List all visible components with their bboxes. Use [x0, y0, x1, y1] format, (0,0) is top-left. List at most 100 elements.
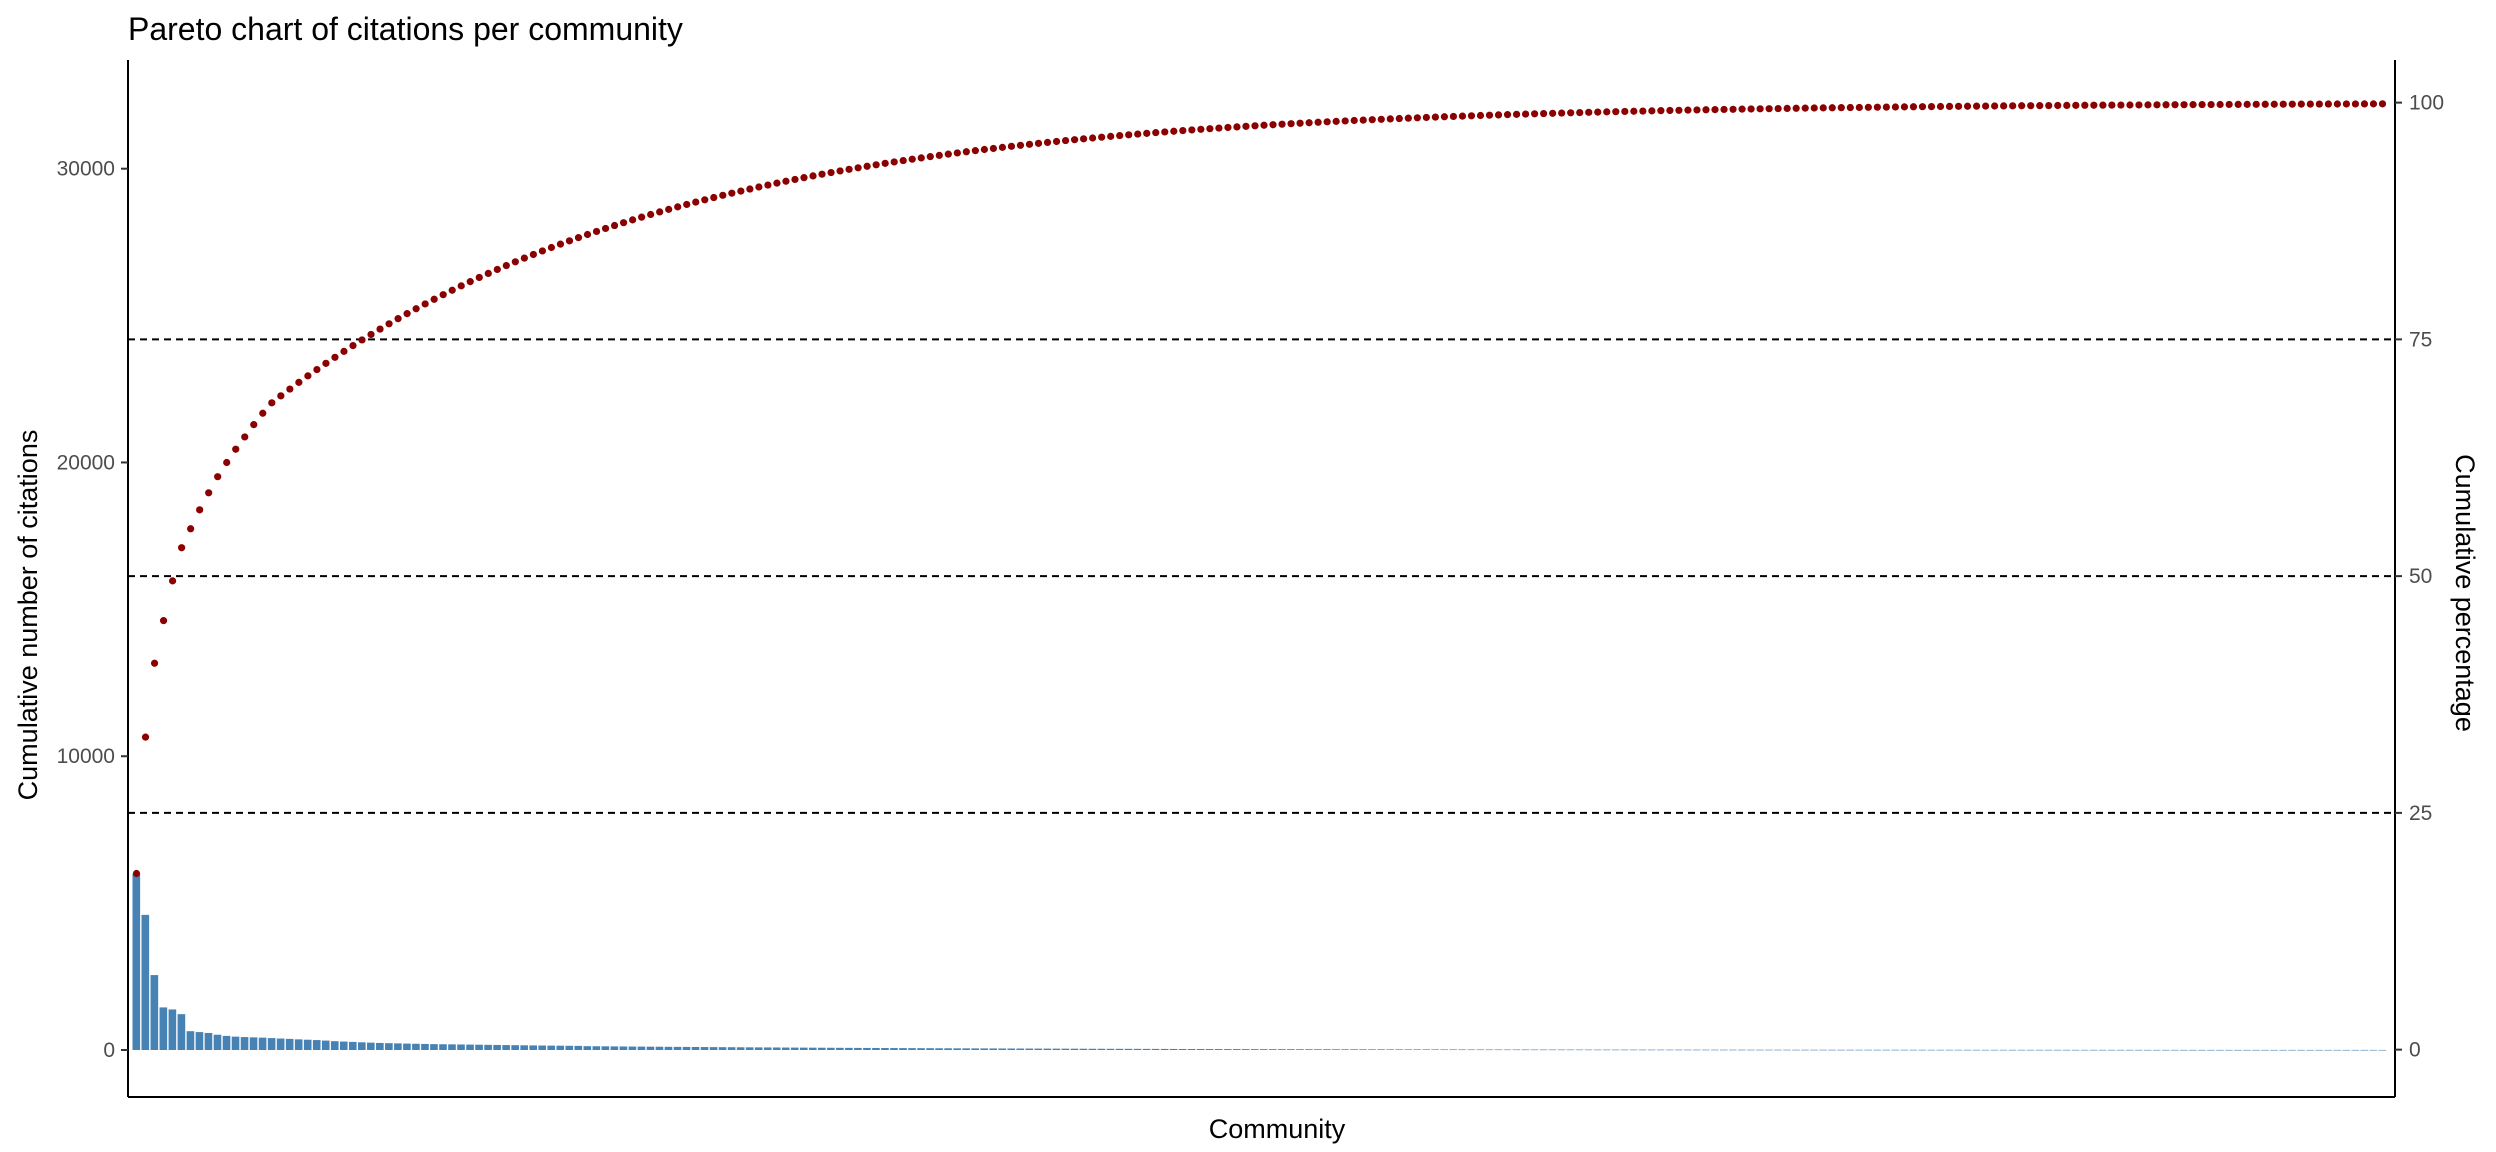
community-bar — [1711, 1049, 1719, 1051]
community-bar — [881, 1048, 889, 1050]
community-bar — [556, 1045, 565, 1050]
community-bar — [1674, 1049, 1683, 1051]
community-bar — [466, 1044, 474, 1050]
community-bar — [2306, 1049, 2314, 1051]
cumulative-point — [1089, 134, 1097, 142]
community-bar — [998, 1048, 1007, 1050]
community-bar — [1774, 1049, 1782, 1051]
community-bar — [2008, 1049, 2017, 1051]
community-bar — [700, 1047, 709, 1050]
community-bar — [2198, 1049, 2206, 1051]
community-bar — [583, 1046, 592, 1050]
community-bar — [412, 1043, 420, 1050]
cumulative-point — [1666, 106, 1674, 115]
cumulative-point — [1395, 114, 1403, 123]
cumulative-point — [1873, 103, 1881, 111]
community-bar — [1765, 1049, 1773, 1051]
cumulative-point — [1882, 103, 1890, 111]
cumulative-point — [1386, 115, 1394, 123]
community-bar — [1115, 1048, 1124, 1050]
cumulative-point — [1043, 138, 1052, 146]
community-bar — [1521, 1049, 1530, 1051]
cumulative-point — [475, 273, 483, 282]
cumulative-point — [1774, 104, 1782, 113]
cumulative-point — [511, 258, 519, 266]
cumulative-point — [412, 305, 420, 313]
cumulative-point — [1909, 103, 1918, 111]
community-bar — [980, 1048, 988, 1050]
community-bar — [358, 1042, 366, 1050]
community-bar — [339, 1041, 348, 1050]
community-bar — [1593, 1049, 1602, 1051]
cumulative-point — [2234, 100, 2242, 109]
cumulative-point — [1828, 104, 1836, 112]
cumulative-point — [159, 617, 168, 625]
cumulative-point — [1332, 117, 1340, 125]
community-bar — [1196, 1049, 1205, 1050]
cumulative-point — [1991, 102, 1999, 110]
community-bar — [1972, 1049, 1981, 1051]
community-bar — [2261, 1049, 2269, 1051]
cumulative-point — [1278, 120, 1286, 128]
cumulative-point — [1359, 116, 1367, 124]
cumulative-point — [1206, 125, 1214, 133]
community-bar — [2062, 1049, 2071, 1051]
cumulative-point — [710, 193, 718, 202]
cumulative-point — [2252, 100, 2260, 108]
cumulative-point — [1458, 112, 1467, 120]
community-bar — [836, 1047, 844, 1050]
community-bar — [2270, 1049, 2278, 1051]
cumulative-point — [1810, 104, 1818, 112]
community-bar — [186, 1031, 195, 1050]
community-bar — [1882, 1049, 1890, 1051]
community-bar — [1440, 1049, 1449, 1051]
community-bar — [1801, 1049, 1809, 1051]
cumulative-point — [1404, 114, 1412, 122]
community-bar — [1404, 1049, 1412, 1050]
cumulative-point — [2009, 102, 2017, 110]
community-bar — [150, 975, 159, 1050]
cumulative-point — [2342, 100, 2351, 108]
cumulative-point — [674, 203, 682, 211]
cumulative-point — [2315, 100, 2323, 108]
cumulative-point — [1233, 123, 1241, 131]
cumulative-point — [583, 230, 592, 239]
community-bar — [736, 1047, 745, 1050]
community-bar — [493, 1044, 501, 1050]
cumulative-point — [187, 525, 195, 533]
community-bar — [1602, 1049, 1611, 1051]
cumulative-point — [304, 372, 312, 380]
cumulative-point — [1972, 102, 1981, 110]
cumulative-point — [2144, 101, 2152, 109]
cumulative-point — [1034, 139, 1043, 147]
community-bar — [1314, 1049, 1322, 1050]
community-bar — [1846, 1049, 1854, 1051]
cumulative-point — [1440, 113, 1449, 121]
cumulative-point — [1260, 121, 1268, 129]
community-bar — [2098, 1049, 2107, 1051]
community-bar — [845, 1047, 853, 1050]
cumulative-point — [565, 237, 574, 245]
community-bar — [1747, 1049, 1755, 1051]
community-bar — [1016, 1048, 1025, 1050]
community-bar — [1395, 1049, 1403, 1050]
community-bar — [177, 1014, 186, 1050]
cumulative-point — [1431, 113, 1439, 121]
bars-layer — [132, 873, 2387, 1051]
cumulative-point — [1864, 103, 1872, 111]
community-bar — [249, 1037, 258, 1050]
community-bar — [2152, 1049, 2161, 1051]
community-bar — [682, 1046, 691, 1050]
cumulative-point — [989, 144, 998, 153]
community-bar — [745, 1047, 754, 1050]
cumulative-point — [2072, 101, 2080, 109]
community-bar — [1999, 1049, 2008, 1051]
community-bar — [1819, 1049, 1827, 1051]
community-bar — [2080, 1049, 2089, 1051]
cumulative-point — [1621, 107, 1629, 116]
cumulative-point — [1747, 105, 1755, 113]
cumulative-point — [2198, 100, 2206, 109]
community-bar — [484, 1044, 492, 1050]
cumulative-point — [1603, 108, 1611, 116]
community-bar — [1097, 1048, 1106, 1050]
